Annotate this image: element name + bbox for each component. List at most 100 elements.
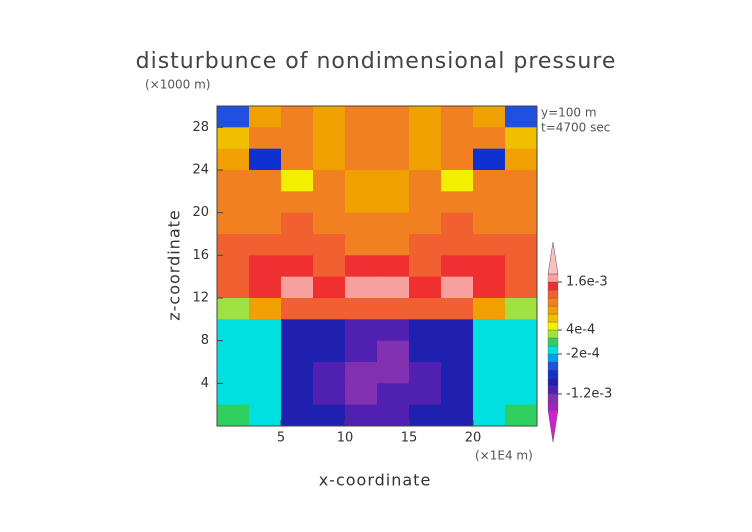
cell — [409, 404, 442, 426]
cell — [473, 276, 506, 299]
cell — [473, 234, 506, 256]
cell — [313, 148, 346, 171]
colorbar-band — [547, 313, 559, 323]
cell — [345, 298, 378, 320]
cell — [249, 170, 282, 192]
field — [217, 106, 537, 426]
cell — [281, 319, 314, 342]
cell — [217, 298, 250, 320]
cell — [281, 298, 314, 320]
cell — [473, 191, 506, 214]
cell — [217, 276, 250, 299]
x-axis-label: x-coordinate — [319, 471, 432, 490]
colorbar-tip — [547, 409, 559, 443]
cell — [249, 148, 282, 171]
colorbar-band — [547, 377, 559, 387]
cell — [505, 148, 537, 171]
cell — [441, 234, 474, 256]
cell — [441, 319, 474, 342]
cell — [473, 127, 506, 150]
cell — [217, 362, 250, 384]
cell — [377, 212, 410, 235]
colorbar-band — [547, 289, 559, 299]
cell — [281, 276, 314, 299]
cell — [217, 234, 250, 256]
cell — [377, 319, 410, 342]
cell — [377, 404, 410, 426]
cell — [409, 362, 442, 384]
cell — [281, 404, 314, 426]
chart-title: disturbunce of nondimensional pressure — [136, 49, 617, 74]
cell — [281, 340, 314, 363]
cell — [441, 127, 474, 150]
colorbar-band — [547, 273, 559, 283]
cell — [217, 212, 250, 235]
cell — [505, 255, 537, 278]
cell — [441, 170, 474, 192]
colorbar-band — [547, 361, 559, 371]
cell — [249, 404, 282, 426]
y-tick-label: 20 — [192, 205, 209, 220]
cell — [249, 127, 282, 150]
cell — [313, 276, 346, 299]
colorbar-label: 1.6e-3 — [566, 275, 608, 290]
cell — [281, 234, 314, 256]
cell — [505, 276, 537, 299]
cell — [505, 319, 537, 342]
cell — [217, 106, 250, 128]
cell — [217, 383, 250, 406]
cell — [217, 170, 250, 192]
cell — [441, 362, 474, 384]
cell — [409, 191, 442, 214]
cell — [345, 255, 378, 278]
cell — [377, 298, 410, 320]
cell — [313, 319, 346, 342]
colorbar-band — [547, 385, 559, 395]
cell — [345, 191, 378, 214]
cell — [313, 255, 346, 278]
x-tick-label: 5 — [277, 431, 285, 446]
plot-frame — [216, 105, 538, 427]
cell — [441, 212, 474, 235]
x-unit: (×1E4 m) — [475, 449, 533, 463]
y-tick-label: 24 — [192, 163, 209, 178]
cell — [313, 127, 346, 150]
cell — [249, 212, 282, 235]
cell — [409, 276, 442, 299]
cell — [505, 127, 537, 150]
cell — [473, 298, 506, 320]
cell — [345, 148, 378, 171]
cell — [281, 148, 314, 171]
cell — [377, 340, 410, 363]
cell — [313, 191, 346, 214]
cell — [409, 255, 442, 278]
colorbar-band — [547, 305, 559, 315]
y-tick-label: 28 — [192, 120, 209, 135]
cell — [249, 255, 282, 278]
cell — [345, 404, 378, 426]
cell — [345, 106, 378, 128]
cell — [473, 148, 506, 171]
colorbar-band — [547, 321, 559, 331]
cell — [473, 170, 506, 192]
cell — [345, 127, 378, 150]
cell — [505, 191, 537, 214]
cell — [377, 170, 410, 192]
cell — [313, 404, 346, 426]
colorbar-tip — [547, 241, 559, 275]
cell — [441, 255, 474, 278]
annotation: y=100 m — [541, 106, 597, 120]
cell — [473, 340, 506, 363]
cell — [409, 340, 442, 363]
x-tick-label: 10 — [337, 431, 354, 446]
cell — [217, 255, 250, 278]
colorbar-band — [547, 369, 559, 379]
cell — [313, 362, 346, 384]
cell — [377, 191, 410, 214]
y-tick-label: 12 — [192, 291, 209, 306]
cell — [441, 148, 474, 171]
cell — [409, 298, 442, 320]
cell — [249, 319, 282, 342]
